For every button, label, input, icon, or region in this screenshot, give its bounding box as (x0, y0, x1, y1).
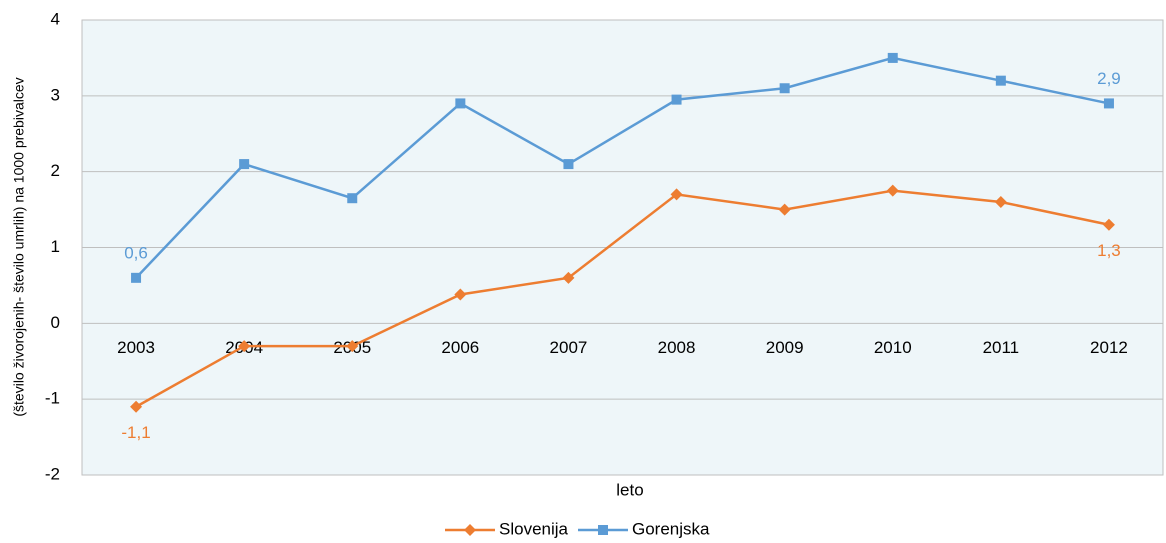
x-tick-label: 2003 (117, 338, 155, 357)
legend-marker (598, 525, 608, 535)
marker (994, 196, 1007, 208)
marker (347, 193, 358, 204)
data-label: 0,6 (124, 243, 148, 262)
marker (239, 159, 250, 170)
x-tick-label: 2007 (550, 338, 588, 357)
x-tick-label: 2008 (658, 338, 696, 357)
x-tick-label: 2011 (983, 338, 1020, 357)
marker (670, 188, 683, 201)
y-tick-label: 1 (51, 237, 60, 256)
marker (1102, 218, 1115, 231)
data-label: -1,1 (121, 423, 150, 442)
y-tick-label: 0 (51, 313, 60, 332)
data-label: 2,9 (1097, 69, 1121, 88)
marker (1103, 98, 1114, 109)
marker (563, 159, 574, 170)
marker (779, 83, 790, 94)
x-tick-label: 2012 (1090, 338, 1128, 357)
marker (995, 75, 1006, 86)
marker (671, 94, 682, 105)
y-axis-title: (število živorojenih- število umrlih) na… (11, 77, 27, 416)
marker (346, 340, 359, 353)
x-tick-label: 2006 (441, 338, 479, 357)
marker (887, 52, 898, 63)
marker (886, 184, 899, 197)
x-axis-title: leto (616, 480, 643, 499)
y-tick-label: -2 (45, 464, 60, 483)
marker (130, 400, 143, 413)
data-label: 1,3 (1097, 241, 1121, 260)
marker (562, 271, 575, 284)
series-line (135, 56, 1110, 279)
y-tick-label: 2 (51, 161, 60, 180)
marker (455, 98, 466, 109)
marker (778, 203, 791, 216)
y-tick-label: 4 (51, 9, 60, 28)
y-tick-label: 3 (51, 85, 60, 104)
marker (238, 340, 251, 353)
x-tick-label: 2009 (766, 338, 804, 357)
legend-label: Slovenija (499, 519, 569, 538)
series-line (135, 189, 1110, 408)
marker (454, 288, 467, 301)
x-tick-label: 2010 (874, 338, 912, 357)
marker (131, 272, 142, 283)
legend-label: Gorenjska (632, 519, 710, 538)
legend-marker (464, 524, 476, 536)
y-tick-label: -1 (45, 389, 60, 408)
